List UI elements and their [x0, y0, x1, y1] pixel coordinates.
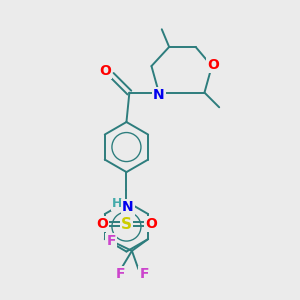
Text: S: S — [121, 217, 132, 232]
Text: F: F — [106, 234, 116, 248]
Text: F: F — [116, 267, 125, 281]
Text: N: N — [153, 88, 165, 102]
Text: H: H — [112, 197, 122, 210]
Text: O: O — [145, 217, 157, 231]
Text: N: N — [122, 200, 134, 214]
Text: O: O — [207, 58, 219, 72]
Text: O: O — [96, 217, 108, 231]
Text: O: O — [99, 64, 111, 78]
Text: F: F — [140, 267, 149, 281]
